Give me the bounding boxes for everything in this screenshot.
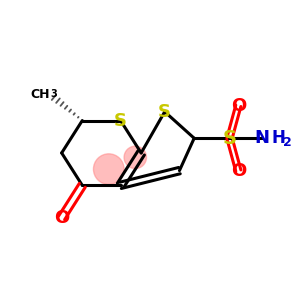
Text: H: H (271, 129, 285, 147)
Text: O: O (231, 97, 246, 115)
Text: 3: 3 (51, 89, 58, 99)
Text: S: S (158, 103, 171, 121)
Circle shape (94, 154, 124, 184)
Text: CH: CH (30, 88, 50, 100)
Text: 2: 2 (283, 136, 292, 149)
Text: N: N (254, 129, 269, 147)
Text: S: S (114, 112, 127, 130)
Text: O: O (54, 209, 69, 227)
Text: O: O (231, 162, 246, 180)
Text: S: S (223, 129, 236, 148)
Circle shape (124, 146, 146, 169)
